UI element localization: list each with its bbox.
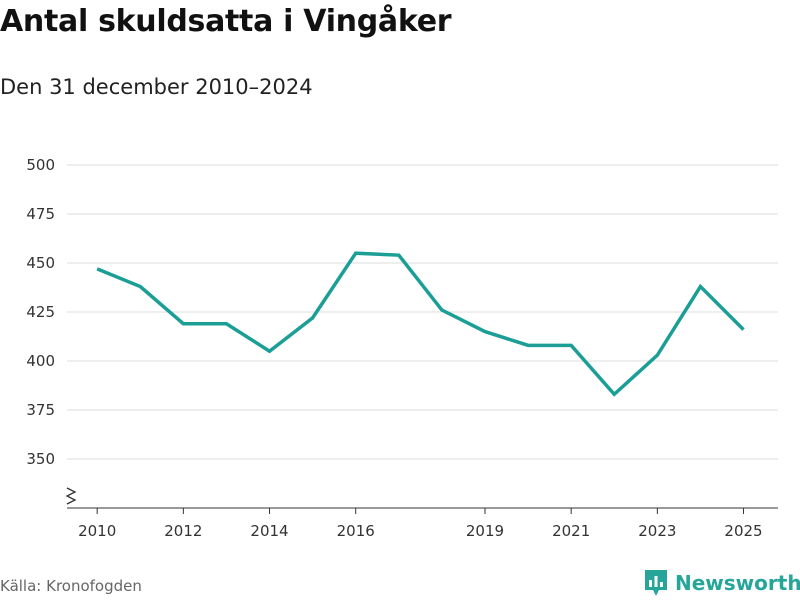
y-tick-label-450: 450 (26, 254, 55, 272)
x-tick-label-2012: 2012 (164, 522, 202, 540)
x-tick-label-2021: 2021 (552, 522, 590, 540)
y-tick-label-350: 350 (26, 450, 55, 468)
x-tick-label-2014: 2014 (250, 522, 288, 540)
y-tick-label-500: 500 (26, 156, 55, 174)
axis-break-icon (65, 487, 77, 505)
data-point-2022 (612, 392, 616, 396)
x-tick-label-2023: 2023 (638, 522, 676, 540)
x-tick-label-2025: 2025 (724, 522, 762, 540)
data-point-2010 (95, 267, 99, 271)
chart-title: Antal skuldsatta i Vingåker (0, 4, 452, 39)
data-point-2021 (569, 343, 573, 347)
x-tick-label-2010: 2010 (78, 522, 116, 540)
x-tick-label-2019: 2019 (466, 522, 504, 540)
chart-subtitle: Den 31 december 2010–2024 (0, 75, 313, 99)
data-point-2023 (655, 353, 659, 357)
data-point-2016 (354, 251, 358, 255)
data-point-2017 (397, 253, 401, 257)
data-point-2014 (268, 349, 272, 353)
newsworthy-logo-icon (645, 570, 667, 596)
brand-logo: Newsworthy (643, 568, 800, 598)
x-tick-label-2016: 2016 (337, 522, 375, 540)
source-note: Källa: Kronofogden (0, 577, 142, 595)
data-point-2011 (138, 285, 142, 289)
brand-name: Newsworthy (675, 571, 800, 595)
y-tick-label-475: 475 (26, 205, 55, 223)
data-point-2025 (742, 328, 746, 332)
y-tick-label-400: 400 (26, 352, 55, 370)
y-tick-label-425: 425 (26, 303, 55, 321)
data-point-2015 (311, 316, 315, 320)
data-point-2012 (181, 322, 185, 326)
data-point-2020 (526, 343, 530, 347)
data-point-2013 (224, 322, 228, 326)
data-point-2024 (698, 285, 702, 289)
y-tick-label-375: 375 (26, 401, 55, 419)
data-point-2019 (483, 330, 487, 334)
data-point-2018 (440, 308, 444, 312)
series-line-0 (96, 251, 745, 397)
